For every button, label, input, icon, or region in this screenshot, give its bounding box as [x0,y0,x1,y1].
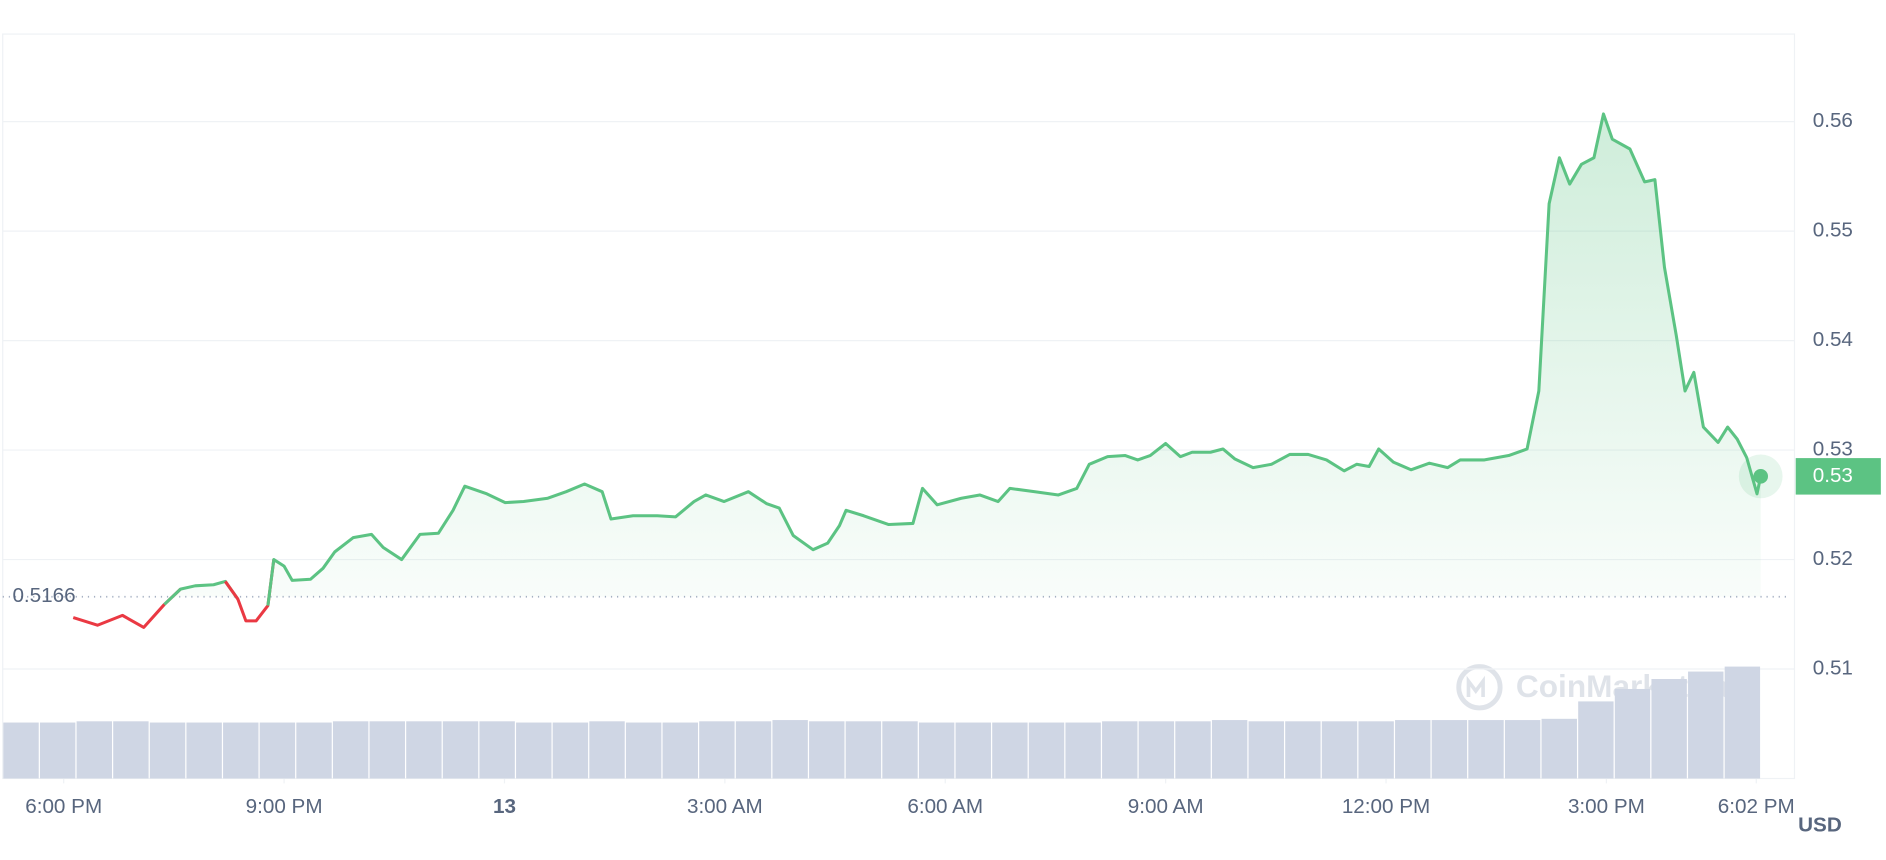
y-tick-label: 0.55 [1813,219,1853,242]
volume-bar [552,722,589,779]
volume-bar [113,721,149,779]
volume-bar [442,721,479,779]
volume-bar [296,722,332,779]
volume-bar [1468,720,1504,779]
volume-bar [1065,722,1101,779]
volume-bar [39,722,76,779]
volume-bar [992,722,1028,779]
volume-bar [369,721,405,779]
currency-label: USD [1798,813,1842,836]
x-tick-label: 6:02 PM [1718,795,1795,818]
volume-bar [1028,722,1065,779]
y-tick-label: 0.51 [1813,656,1853,679]
volume-bar [186,722,222,779]
volume-bar [76,721,112,779]
volume-bar [809,721,845,779]
x-tick-label: 13 [493,795,516,818]
volume-bar [845,721,882,779]
watermark-logo-mark [1466,675,1485,698]
volume-bar [735,721,772,779]
volume-bar [406,721,442,779]
volume-bar [625,722,662,779]
volume-bar [1504,720,1541,779]
plot-frame [2,33,1796,780]
volume-bar [882,721,918,779]
x-tick-label: 6:00 PM [25,795,102,818]
volume-bar [699,721,735,779]
volume-bar [1211,720,1248,779]
volume-bar [1431,720,1468,779]
volume-bar [1688,671,1724,779]
volume-bar [1321,721,1358,779]
volume-bar [1724,666,1761,779]
volume-bar [1248,721,1284,779]
volume-bar [1395,720,1431,779]
y-tick-label: 0.56 [1813,109,1853,132]
x-tick-label: 9:00 AM [1128,795,1204,818]
volume-bar [3,722,39,779]
volume-bar [1285,721,1321,779]
volume-bar [918,722,955,779]
x-tick-label: 6:00 AM [907,795,983,818]
volume-bar [1138,721,1175,779]
price-area [73,113,1761,597]
volume-bar [1358,721,1394,779]
volume-bar [1614,688,1651,779]
volume-bar [479,721,515,779]
volume-bar [1541,718,1577,779]
volume-bar [589,721,625,779]
price-line [266,112,1763,606]
current-price-label: 0.53 [1813,464,1853,487]
baseline-label: 0.5166 [12,584,75,607]
y-tick-label: 0.54 [1813,328,1853,351]
volume-bar [259,722,296,779]
volume-bar [516,722,552,779]
x-tick-label: 12:00 PM [1342,795,1430,818]
volume-bar [662,722,698,779]
watermark-logo [1456,664,1503,711]
volume-bar [223,722,259,779]
x-tick-label: 3:00 PM [1568,795,1645,818]
volume-bar [1578,701,1614,779]
price-line [72,588,182,629]
y-tick-label: 0.52 [1813,547,1853,570]
volume-bar [149,722,186,779]
x-tick-label: 3:00 AM [687,795,763,818]
plot-border [2,33,1796,780]
volume-bar [1175,721,1211,779]
y-tick-label: 0.53 [1813,438,1853,461]
price-line [224,559,276,623]
volume-bar [772,720,808,779]
x-tick-label: 9:00 PM [246,795,323,818]
last-point [1753,469,1768,484]
volume-bar [1102,721,1138,779]
volume-bar [1651,679,1687,779]
current-price-tag [1795,458,1881,495]
volume-bar [332,721,369,779]
volume-bar [955,722,991,779]
